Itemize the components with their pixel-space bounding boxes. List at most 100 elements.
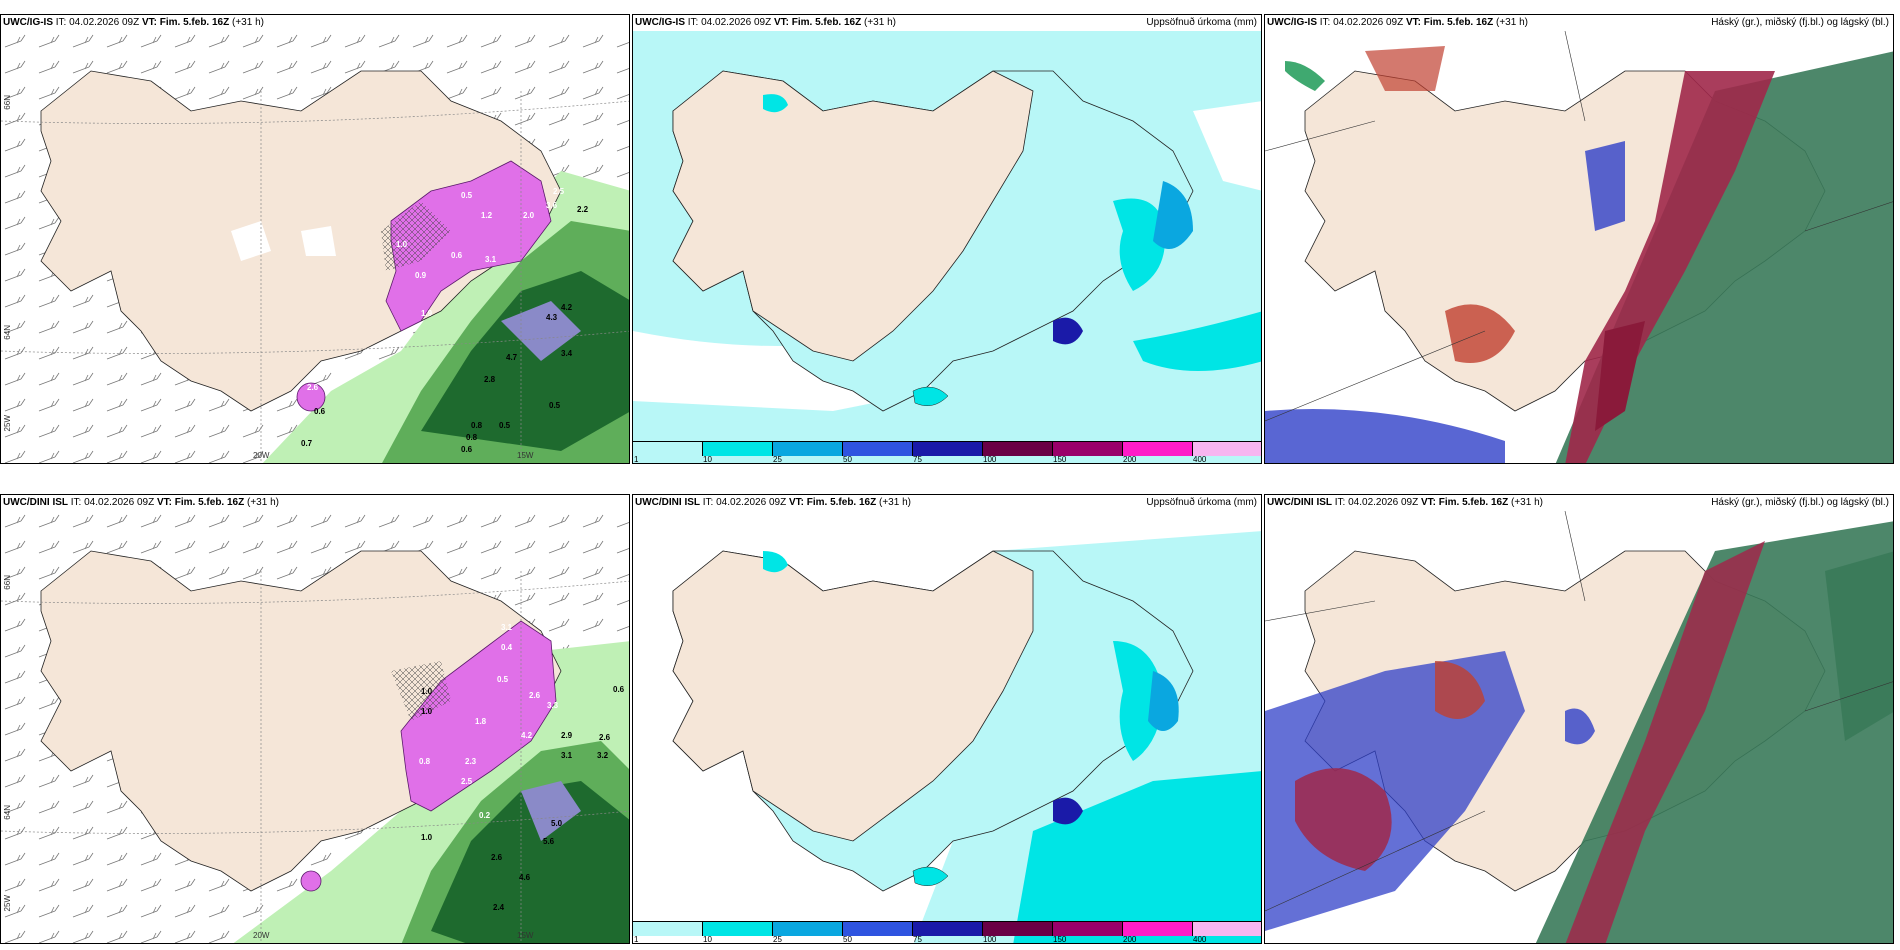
colorbar-swatch — [633, 442, 703, 456]
colorbar-swatch — [983, 442, 1053, 456]
value-label: 1.0 — [421, 707, 433, 716]
panel-top-left: UWC/IG-IS IT: 04.02.2026 09Z VT: Fim. 5.… — [0, 14, 630, 464]
value-label: 0.8 — [466, 433, 478, 442]
panel-bottom-mid: UWC/DINI ISL IT: 04.02.2026 09Z VT: Fim.… — [632, 494, 1262, 944]
value-label: 2.8 — [484, 375, 496, 384]
value-label: 1.0 — [421, 833, 433, 842]
panel-title: UWC/DINI ISL IT: 04.02.2026 09Z VT: Fim.… — [1267, 497, 1543, 508]
lon-label: 20W — [253, 451, 270, 460]
colorbar-tick: 400 — [1193, 455, 1207, 464]
colorbar-swatch — [773, 442, 843, 456]
colorbar-swatch — [1193, 922, 1261, 936]
value-label: 4.2 — [561, 303, 573, 312]
colorbar-swatch — [633, 922, 703, 936]
value-label: 2.4 — [493, 903, 505, 912]
value-label: 1.0 — [396, 240, 408, 249]
value-label: 4.7 — [506, 353, 518, 362]
colorbar-tick: 200 — [1123, 935, 1137, 944]
value-label: 0.5 — [461, 191, 473, 200]
value-label: 0.8 — [419, 757, 431, 766]
lat-label: 64N — [3, 805, 12, 820]
colorbar-tick: 150 — [1053, 455, 1067, 464]
colorbar-swatch — [843, 442, 913, 456]
value-label: 2.5 — [553, 187, 565, 196]
value-label: 3.1 — [485, 255, 497, 264]
value-label: 2.6 — [599, 733, 611, 742]
lat-label: 64N — [3, 325, 12, 340]
value-label: 5.0 — [551, 819, 563, 828]
value-label: 1.2 — [481, 211, 493, 220]
value-label: 5.6 — [543, 837, 555, 846]
colorbar-tick: 100 — [983, 935, 997, 944]
value-label: 2.6 — [529, 691, 541, 700]
value-label: 3.6 — [546, 201, 558, 210]
colorbar-tick: 150 — [1053, 935, 1067, 944]
colorbar-tick: 25 — [773, 935, 782, 944]
value-label: 2.5 — [461, 777, 473, 786]
field-title: Háský (gr.), miðský (fj.bl.) og lágský (… — [1711, 497, 1889, 508]
field-title: Uppsöfnuð úrkoma (mm) — [1146, 497, 1257, 508]
colorbar-swatch — [913, 922, 983, 936]
colorbar-tick: 10 — [703, 455, 712, 464]
panel-title: UWC/IG-IS IT: 04.02.2026 09Z VT: Fim. 5.… — [3, 17, 264, 28]
value-label: 0.8 — [471, 421, 483, 430]
colorbar-swatch — [1053, 442, 1123, 456]
value-label: 0.2 — [479, 811, 491, 820]
colorbar: 1 10 25 50 75 100 150 200 400 — [633, 921, 1261, 944]
colorbar-tick: 100 — [983, 455, 997, 464]
wind-precip-map — [1, 511, 629, 943]
value-label: 0.6 — [451, 251, 463, 260]
value-label: 0.6 — [461, 445, 473, 454]
value-label: 0.5 — [549, 401, 561, 410]
panel-title: UWC/DINI ISL IT: 04.02.2026 09Z VT: Fim.… — [3, 497, 279, 508]
value-label: 1.0 — [421, 687, 433, 696]
value-label: 3.2 — [597, 751, 609, 760]
value-label: 3.1 — [501, 623, 513, 632]
wind-precip-map — [1, 31, 629, 463]
lat-label: 25W — [3, 895, 12, 912]
value-label: 2.6 — [307, 383, 319, 392]
panel-bottom-left: UWC/DINI ISL IT: 04.02.2026 09Z VT: Fim.… — [0, 494, 630, 944]
value-label: 3.4 — [561, 349, 573, 358]
colorbar-tick: 1 — [634, 455, 639, 464]
field-title: Uppsöfnuð úrkoma (mm) — [1146, 17, 1257, 28]
cloud-cover-map — [1265, 511, 1893, 943]
colorbar-swatch — [843, 922, 913, 936]
colorbar-swatch — [1123, 442, 1193, 456]
panel-title: UWC/IG-IS IT: 04.02.2026 09Z VT: Fim. 5.… — [1267, 17, 1528, 28]
value-label: 1.8 — [475, 717, 487, 726]
field-title: Háský (gr.), miðský (fj.bl.) og lágský (… — [1711, 17, 1889, 28]
colorbar-swatch — [703, 922, 773, 936]
panel-bottom-right: UWC/DINI ISL IT: 04.02.2026 09Z VT: Fim.… — [1264, 494, 1894, 944]
lat-label: 66N — [3, 95, 12, 110]
colorbar-swatch — [703, 442, 773, 456]
lon-label: 15W — [517, 451, 534, 460]
colorbar-swatch — [1123, 922, 1193, 936]
value-label: 0.4 — [501, 643, 513, 652]
colorbar-tick: 10 — [703, 935, 712, 944]
value-label: 2.0 — [523, 211, 535, 220]
value-label: 2.3 — [465, 757, 477, 766]
accum-precip-map — [633, 511, 1261, 943]
colorbar-tick: 75 — [913, 455, 922, 464]
accum-precip-map — [633, 31, 1261, 463]
panel-title: UWC/DINI ISL IT: 04.02.2026 09Z VT: Fim.… — [635, 497, 911, 508]
value-label: 0.7 — [301, 439, 313, 448]
colorbar-swatch — [983, 922, 1053, 936]
colorbar-swatch — [1193, 442, 1261, 456]
lon-label: 20W — [253, 931, 270, 940]
colorbar-swatch — [773, 922, 843, 936]
value-label: 2.9 — [561, 731, 573, 740]
colorbar-tick: 25 — [773, 455, 782, 464]
value-label: 3.1 — [561, 751, 573, 760]
value-label: 4.2 — [521, 731, 533, 740]
value-label: 3.3 — [547, 701, 559, 710]
value-label: 0.5 — [499, 421, 511, 430]
value-label: 2.2 — [577, 205, 589, 214]
value-label: 4.3 — [546, 313, 558, 322]
colorbar-swatch — [913, 442, 983, 456]
lat-label: 66N — [3, 575, 12, 590]
colorbar: 1 10 25 50 75 100 150 200 400 — [633, 441, 1261, 464]
colorbar-tick: 1 — [634, 935, 639, 944]
value-label: 1.9 — [421, 309, 433, 318]
